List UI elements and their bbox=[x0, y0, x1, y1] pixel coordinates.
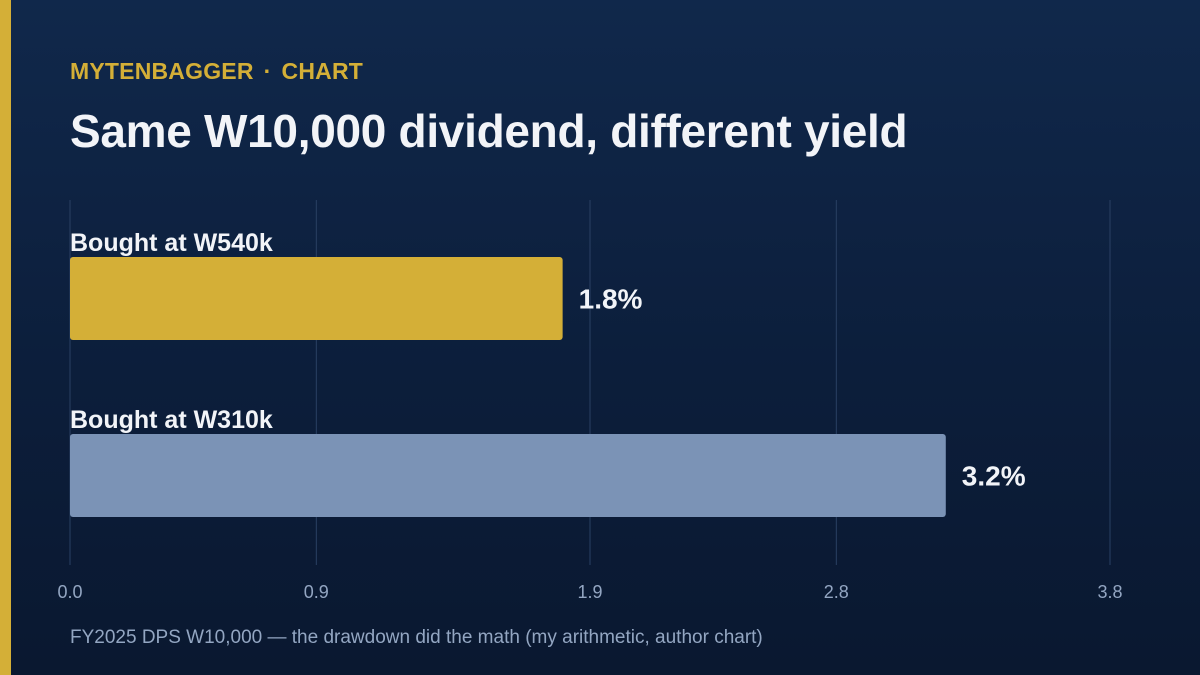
category-label: Bought at W310k bbox=[70, 406, 273, 434]
footnote: FY2025 DPS W10,000 — the drawdown did th… bbox=[70, 627, 763, 648]
accent-bar bbox=[0, 0, 11, 675]
brand-name: MYTENBAGGER bbox=[70, 58, 254, 84]
x-tick-label: 0.0 bbox=[57, 582, 82, 602]
brand-kicker: MYTENBAGGER · CHART bbox=[70, 58, 363, 85]
value-label: 1.8% bbox=[579, 284, 643, 315]
x-tick-label: 3.8 bbox=[1097, 582, 1122, 602]
bar bbox=[70, 434, 946, 517]
x-axis-ticks: 0.0 0.9 1.9 2.8 3.8 bbox=[57, 582, 1122, 602]
chart-title: Same W10,000 dividend, different yield bbox=[70, 105, 908, 157]
brand-separator: · bbox=[263, 58, 272, 84]
category-label: Bought at W540k bbox=[70, 229, 273, 257]
x-tick-label: 0.9 bbox=[304, 582, 329, 602]
x-tick-label: 1.9 bbox=[577, 582, 602, 602]
bar bbox=[70, 257, 563, 340]
value-label: 3.2% bbox=[962, 461, 1026, 492]
brand-section: CHART bbox=[281, 58, 364, 84]
bars: Bought at W540k 1.8% Bought at W310k 3.2% bbox=[70, 229, 1026, 517]
x-tick-label: 2.8 bbox=[824, 582, 849, 602]
